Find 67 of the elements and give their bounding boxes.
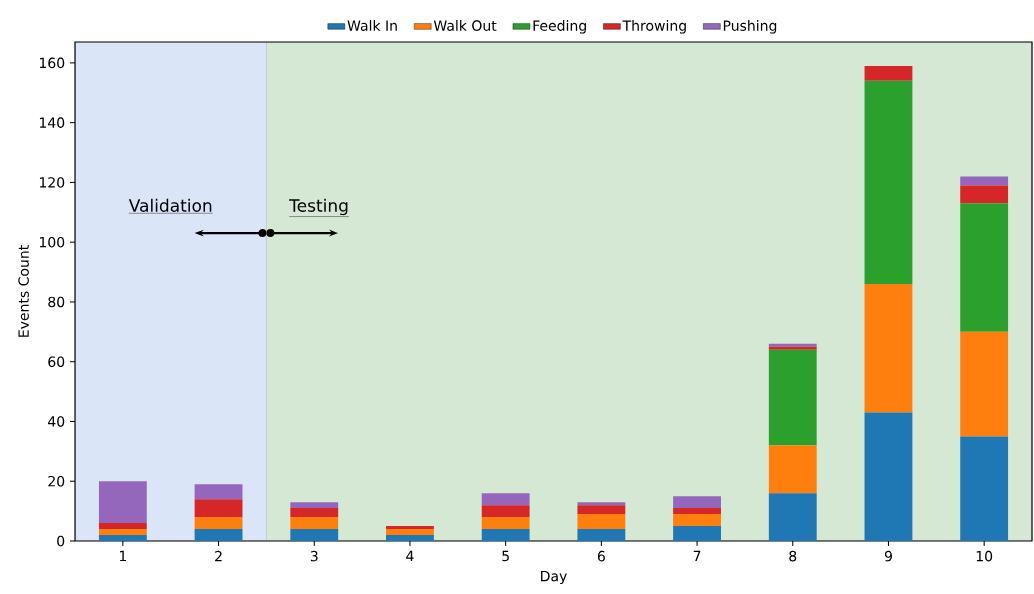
band-label: Validation	[128, 198, 212, 212]
bar	[194, 529, 243, 541]
bar	[673, 496, 721, 509]
bar	[864, 80, 913, 285]
bar	[768, 349, 817, 446]
x-tick-label: 7	[693, 550, 701, 562]
legend-label: Feeding	[533, 20, 586, 34]
bar	[386, 529, 434, 536]
bar	[577, 529, 626, 541]
x-tick-label: 10	[976, 550, 993, 562]
bar	[577, 514, 626, 530]
x-tick-label: 2	[215, 550, 222, 562]
bar	[481, 493, 530, 506]
legend-label: Walk In	[347, 20, 397, 31]
bar	[194, 484, 243, 500]
bar	[290, 508, 339, 518]
bar	[960, 176, 1009, 186]
bar	[481, 517, 530, 530]
band-label: Testing	[289, 198, 348, 216]
x-tick-label: 9	[884, 550, 892, 562]
x-tick-label: 3	[310, 550, 318, 562]
y-tick-label: 100	[39, 236, 65, 248]
legend-label: Throwing	[622, 20, 686, 34]
y-tick-label: 80	[48, 296, 65, 308]
bar	[577, 505, 626, 515]
y-tick-label: 140	[39, 117, 65, 128]
bar	[194, 517, 243, 530]
bar	[768, 445, 817, 494]
bar	[194, 499, 243, 518]
bar	[960, 331, 1009, 437]
bar	[98, 535, 147, 541]
bar	[290, 517, 339, 530]
bar	[960, 185, 1009, 204]
bar	[386, 535, 434, 541]
bar	[577, 502, 626, 506]
bar	[960, 203, 1009, 332]
y-tick-label: 120	[39, 177, 65, 188]
bar	[768, 493, 817, 541]
bar	[290, 502, 339, 509]
x-tick-label: 5	[502, 550, 509, 562]
legend-label: Pushing	[723, 20, 777, 34]
bar	[98, 523, 147, 530]
bar	[673, 514, 721, 527]
bar	[481, 529, 530, 541]
y-tick-label: 60	[48, 356, 65, 367]
bar	[673, 526, 721, 541]
bar	[481, 505, 530, 518]
x-axis-title: Day	[541, 570, 567, 585]
legend-label: Walk Out	[433, 20, 497, 31]
bar	[960, 436, 1009, 541]
bar	[290, 529, 339, 541]
y-tick-label: 0	[57, 535, 65, 547]
bar	[386, 526, 434, 530]
y-tick-label: 40	[48, 416, 65, 427]
bar	[98, 481, 147, 524]
y-tick-label: 20	[48, 475, 65, 487]
bar	[673, 508, 721, 515]
x-tick-label: 4	[406, 550, 414, 562]
bar	[864, 65, 913, 81]
y-axis-title: Events Count	[18, 245, 29, 337]
bar	[864, 412, 913, 541]
bar	[864, 284, 913, 413]
x-tick-label: 1	[119, 550, 127, 562]
x-tick-label: 6	[597, 550, 605, 562]
x-tick-label: 8	[789, 550, 797, 562]
bar	[98, 529, 147, 536]
y-tick-label: 160	[39, 57, 65, 69]
